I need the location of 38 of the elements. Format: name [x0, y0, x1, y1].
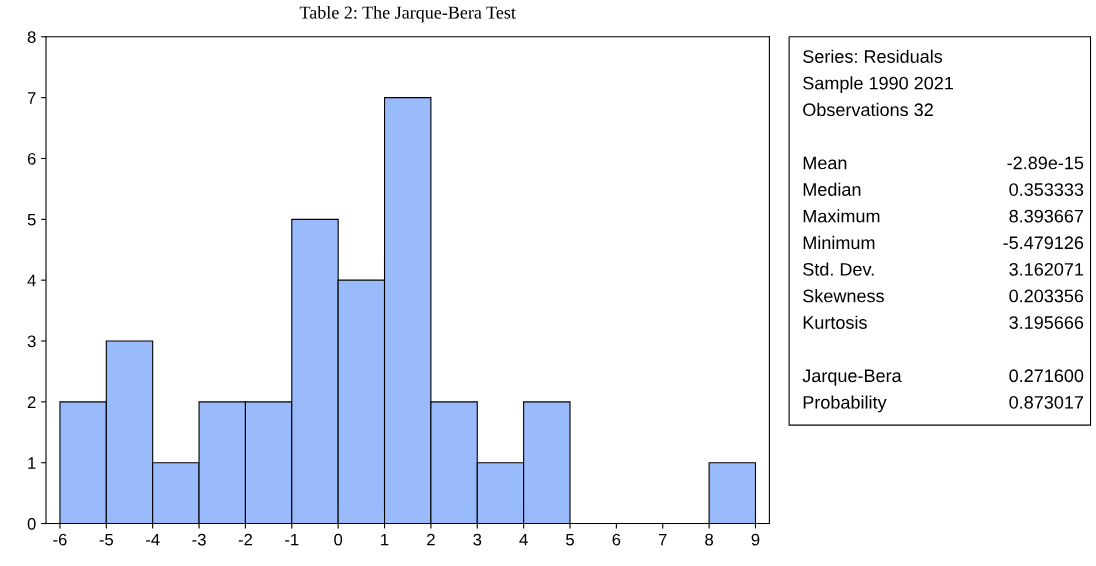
text: Median 0.353333	[803, 182, 1084, 196]
text: Minimum -5.479126	[803, 235, 1084, 250]
x-tick-label: 8	[705, 533, 714, 546]
y-tick-label: 0	[27, 517, 36, 530]
x-tick-label: 4	[519, 533, 528, 546]
x-tick-label: -1	[285, 533, 299, 546]
x-tick-label: 6	[612, 533, 621, 546]
x-tick-label: -3	[192, 533, 206, 546]
x-tick-label: -4	[146, 533, 160, 546]
x-tick-label: 3	[473, 533, 482, 546]
y-tick-label: 3	[27, 335, 36, 348]
y-tick-label: 2	[27, 396, 36, 408]
y-tick-label: 7	[27, 92, 36, 104]
x-tick-label: 9	[751, 533, 760, 546]
text: Sample 1990 2021	[803, 76, 953, 94]
x-tick-label: -2	[238, 533, 252, 546]
x-tick-label: -6	[53, 533, 67, 546]
y-tick-label: 6	[27, 152, 36, 165]
text: Std. Dev. 3.162071	[803, 262, 1084, 276]
text: Observations 32	[803, 102, 933, 117]
y-tick-label: 4	[27, 274, 36, 287]
y-tick-label: 8	[27, 31, 36, 43]
text: Jarque-Bera 0.271600	[802, 369, 1084, 386]
text: Skewness 0.203356	[803, 289, 1084, 303]
text: Kurtosis 3.195666	[803, 315, 1084, 329]
x-tick-label: 1	[381, 533, 389, 546]
y-tick-label: 5	[27, 213, 36, 226]
text: Probability 0.873017	[803, 395, 1084, 413]
x-tick-label: 0	[334, 533, 343, 546]
chart-title: Table 2: The Jarque-Bera Test	[299, 5, 516, 23]
y-tick-label: 1	[28, 457, 36, 469]
text: Mean -2.89e-15	[803, 156, 1084, 170]
x-tick-label: 5	[566, 533, 574, 546]
text: Maximum 8.393667	[803, 209, 1084, 223]
x-tick-label: -5	[99, 533, 114, 546]
x-tick-label: 2	[427, 533, 435, 546]
x-tick-label: 7	[658, 533, 667, 546]
text: Series: Residuals	[803, 49, 943, 63]
